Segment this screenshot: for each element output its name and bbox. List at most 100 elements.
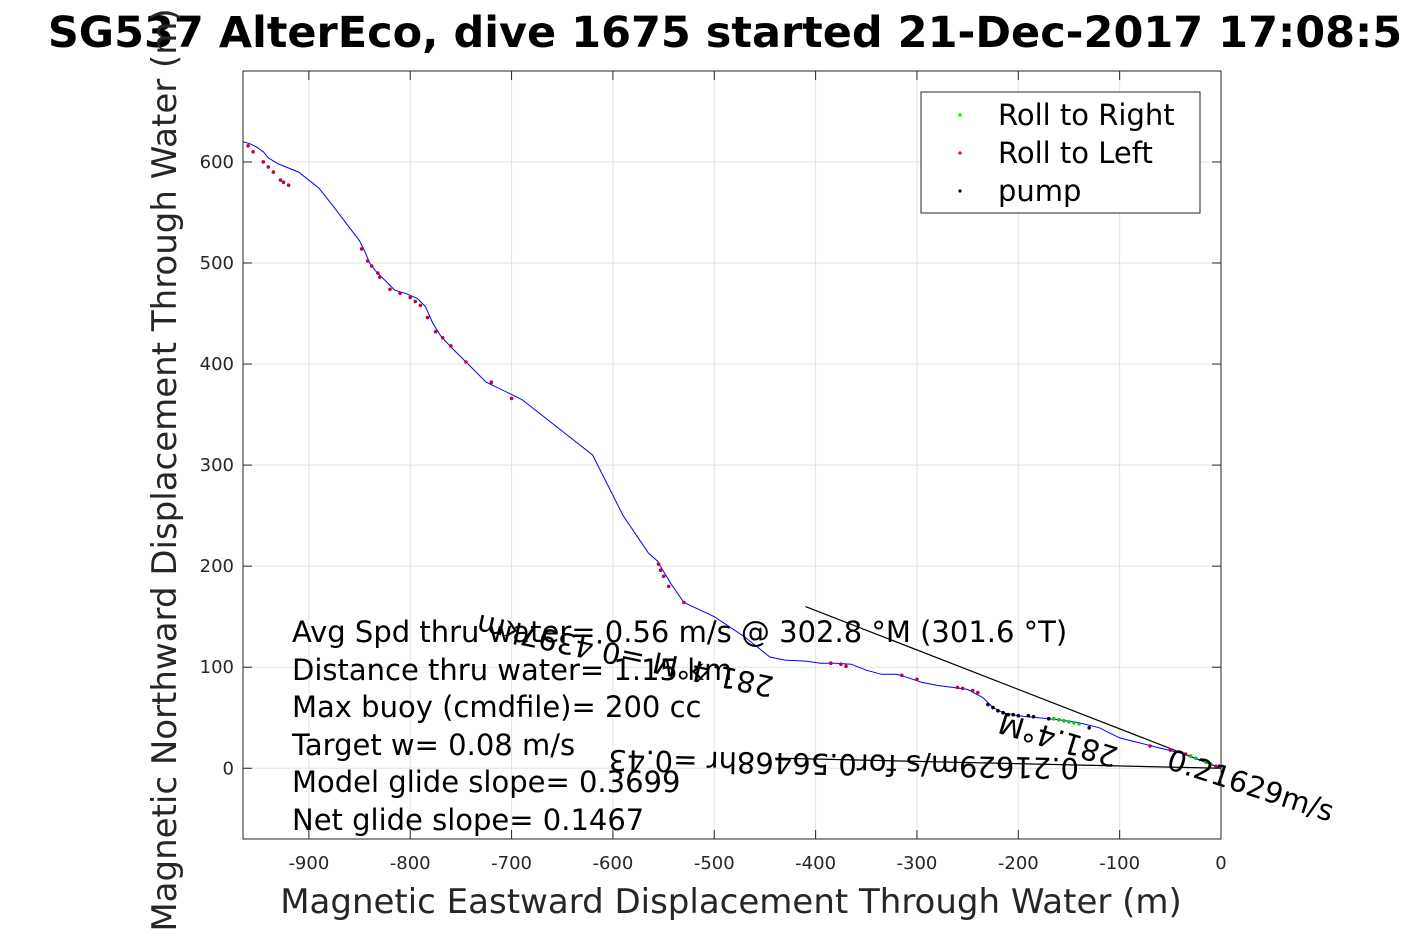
x-tick-label: -200 — [998, 853, 1039, 874]
track-marker — [1148, 744, 1152, 748]
track-marker — [1209, 762, 1213, 766]
annotation-model-glide: Model glide slope= 0.3699 — [292, 765, 680, 799]
annotation-max-buoy: Max buoy (cmdfile)= 200 cc — [292, 690, 701, 724]
x-axis-label: Magnetic Eastward Displacement Through W… — [280, 882, 1182, 922]
stats-annotations: Avg Spd thru water= 0.56 m/s @ 302.8 °M … — [291, 615, 1067, 837]
track-marker — [464, 360, 468, 364]
track-marker — [661, 574, 666, 579]
legend-label-roll-right: Roll to Right — [998, 98, 1175, 132]
y-tick-label: 300 — [200, 455, 234, 476]
track-marker — [976, 690, 980, 695]
x-tick-label: -800 — [390, 853, 431, 874]
track-marker — [433, 329, 438, 334]
track-marker — [369, 264, 374, 268]
track-marker — [261, 160, 266, 164]
plot-frame — [242, 70, 1222, 840]
track-marker — [1062, 719, 1066, 723]
y-tick-label: 400 — [200, 354, 234, 375]
y-axis-ticks: 0 100 200 300 400 500 600 — [200, 152, 1221, 779]
chart-title: SG537 AlterEco, dive 1675 started 21-Dec… — [48, 8, 1402, 58]
track-marker — [418, 303, 423, 308]
x-tick-label: -700 — [491, 853, 532, 874]
track-marker — [365, 259, 370, 263]
track-marker — [388, 287, 392, 292]
track-marker — [844, 664, 848, 668]
heading-lines — [775, 606, 1222, 769]
track-marker — [1031, 714, 1036, 719]
track-marker — [509, 396, 514, 401]
x-tick-label: -900 — [288, 853, 329, 874]
x-tick-label: 0 — [1215, 853, 1226, 874]
heading-line — [805, 606, 1222, 769]
track-marker — [1168, 748, 1173, 752]
legend: Roll to Right Roll to Left pump — [920, 91, 1201, 214]
track-marker — [1052, 716, 1056, 721]
track-marker — [1026, 713, 1031, 718]
track-marker — [955, 685, 960, 690]
track-marker — [666, 584, 671, 589]
x-tick-label: -600 — [592, 853, 633, 874]
legend-marker-roll-right — [958, 113, 962, 117]
track-marker — [489, 380, 494, 385]
track-marker — [1057, 718, 1061, 722]
track-marker — [656, 562, 661, 566]
track-marker — [970, 688, 975, 693]
track-marker — [1011, 712, 1015, 717]
track-marker — [378, 275, 382, 279]
y-axis-label: Magnetic Northward Displacement Through … — [145, 8, 185, 931]
track-marker — [986, 702, 990, 707]
track-marker — [1214, 764, 1218, 768]
annotation-avg-speed: Avg Spd thru water= 0.56 m/s @ 302.8 °M … — [292, 615, 1067, 649]
track-marker — [376, 271, 380, 275]
legend-marker-roll-left — [958, 151, 962, 155]
track-marker — [658, 568, 663, 572]
track-marker — [1183, 752, 1188, 756]
x-axis-ticks: -900 -800 -700 -600 -500 -400 -300 -200 -100 0 — [288, 71, 1227, 874]
track-marker — [960, 686, 965, 691]
track-marker — [682, 600, 686, 605]
track-marker — [440, 336, 445, 340]
y-tick-label: 500 — [200, 253, 234, 274]
track-marker — [278, 178, 283, 182]
track-marker — [398, 291, 402, 296]
track-marker — [413, 299, 418, 304]
dive-track-line — [242, 141, 1222, 769]
track-marker — [900, 673, 904, 678]
heading-line — [775, 757, 1222, 769]
track-marker — [408, 295, 413, 300]
track-marker — [991, 705, 995, 710]
track-marker — [251, 150, 255, 154]
track-marker — [915, 677, 919, 682]
legend-label-roll-left: Roll to Left — [998, 136, 1153, 170]
track-marker — [829, 661, 833, 665]
annotation-target-w: Target w= 0.08 m/s — [291, 728, 575, 762]
y-tick-label: 200 — [200, 556, 234, 577]
track-marker — [286, 183, 291, 187]
track-marker — [281, 180, 286, 184]
track-marker — [1193, 756, 1198, 760]
x-tick-label: -300 — [897, 853, 938, 874]
rotated-heading-label: 0.21629m/s for0.56468hr =0.43 — [608, 743, 1079, 785]
track-marker — [246, 144, 250, 148]
track-marker — [359, 247, 364, 251]
x-tick-label: -400 — [795, 853, 836, 874]
track-marker — [266, 165, 271, 169]
y-tick-label: 0 — [223, 758, 234, 779]
track-marker — [425, 315, 430, 320]
x-tick-label: -100 — [1099, 853, 1140, 874]
legend-label-pump: pump — [998, 174, 1081, 208]
annotation-net-glide: Net glide slope= 0.1467 — [292, 803, 644, 837]
track-marker — [1001, 710, 1005, 715]
track-marker — [1072, 721, 1076, 725]
track-marker — [449, 344, 453, 348]
x-tick-label: -500 — [694, 853, 735, 874]
track-marker — [1087, 726, 1091, 730]
track-marker — [1016, 713, 1021, 718]
track-marker — [1006, 712, 1010, 717]
y-tick-label: 100 — [200, 657, 234, 678]
y-tick-label: 600 — [200, 152, 234, 173]
track-marker — [996, 708, 1000, 713]
series-group — [242, 141, 1222, 769]
legend-box — [920, 91, 1201, 214]
